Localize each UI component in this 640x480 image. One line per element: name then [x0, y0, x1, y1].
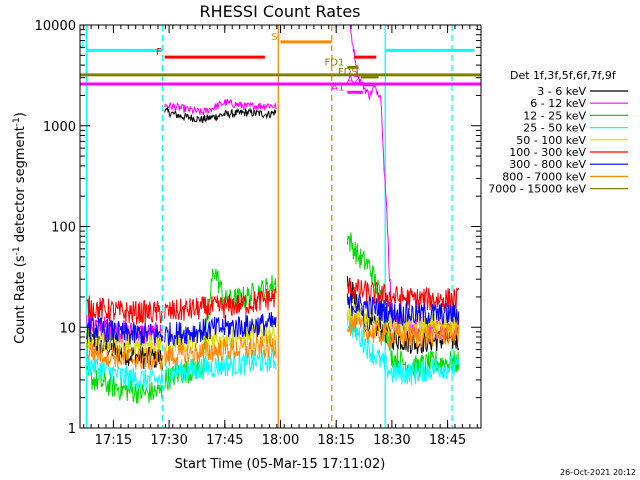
- legend-label: 50 - 100 keV: [516, 134, 586, 147]
- series-line: [346, 293, 460, 327]
- flag-label: FD1: [325, 57, 345, 68]
- series-line: [346, 232, 460, 379]
- series-line: [86, 340, 163, 371]
- x-tick-label: 18:45: [429, 433, 466, 448]
- legend-label: 100 - 300 keV: [509, 146, 586, 159]
- flag-label: F: [156, 47, 162, 58]
- y-axis-label-mid: detector segment: [13, 126, 28, 246]
- series-line: [164, 286, 277, 321]
- y-tick-label: 10: [59, 321, 76, 336]
- legend-label: 25 - 50 keV: [523, 122, 586, 135]
- series-line: [164, 311, 277, 347]
- flag-label: N: [76, 40, 83, 51]
- series-line: [346, 302, 459, 341]
- y-tick-label: 1000: [43, 120, 76, 135]
- series-line: [164, 106, 277, 124]
- x-tick-label: 17:15: [95, 433, 132, 448]
- series-line: [346, 277, 460, 311]
- legend-label: 12 - 25 keV: [523, 109, 586, 122]
- series-line: [164, 334, 277, 368]
- series-line: [164, 347, 277, 386]
- y-axis-label-sup1: -1: [12, 246, 22, 255]
- y-axis-label-end: ): [13, 112, 28, 117]
- y-tick-label: 1: [68, 422, 76, 437]
- series-line: [346, 313, 460, 385]
- timestamp: 26-Oct-2021 20:12: [560, 468, 636, 477]
- x-tick-label: 17:45: [206, 433, 243, 448]
- flag-label: S: [271, 32, 277, 43]
- y-axis-label-main: Count Rate (s: [13, 255, 28, 344]
- y-tick-label: 100: [51, 221, 76, 236]
- legend-label: 7000 - 15000 keV: [488, 183, 586, 196]
- legend-title: Det 1f,3f,5f,6f,7f,9f: [510, 69, 617, 82]
- x-tick-label: 18:00: [262, 433, 299, 448]
- x-tick-label: 17:30: [150, 433, 187, 448]
- flag-label: A2: [347, 75, 360, 86]
- series-line: [86, 316, 163, 346]
- x-tick-label: 18:15: [317, 433, 354, 448]
- legend-label: 3 - 6 keV: [537, 85, 586, 98]
- x-axis-label: Start Time (05-Mar-15 17:11:02): [175, 457, 386, 472]
- legend-label: 800 - 7000 keV: [502, 170, 586, 183]
- series-line: [164, 98, 277, 116]
- chart-title: RHESSI Count Rates: [200, 2, 361, 21]
- series-line: [86, 295, 163, 325]
- y-tick-label: 10000: [35, 19, 76, 34]
- y-axis-label: Count Rate (s-1 detector segment-1): [12, 112, 28, 344]
- legend-label: 300 - 800 keV: [509, 158, 586, 171]
- legend-label: 6 - 12 keV: [530, 97, 586, 110]
- series-line: [86, 353, 163, 391]
- y-axis-label-sup2: -1: [12, 117, 22, 126]
- flag-label: A1: [331, 82, 344, 93]
- x-tick-label: 18:30: [373, 433, 410, 448]
- flag-label: FDS: [338, 67, 358, 78]
- series-line: [346, 313, 460, 348]
